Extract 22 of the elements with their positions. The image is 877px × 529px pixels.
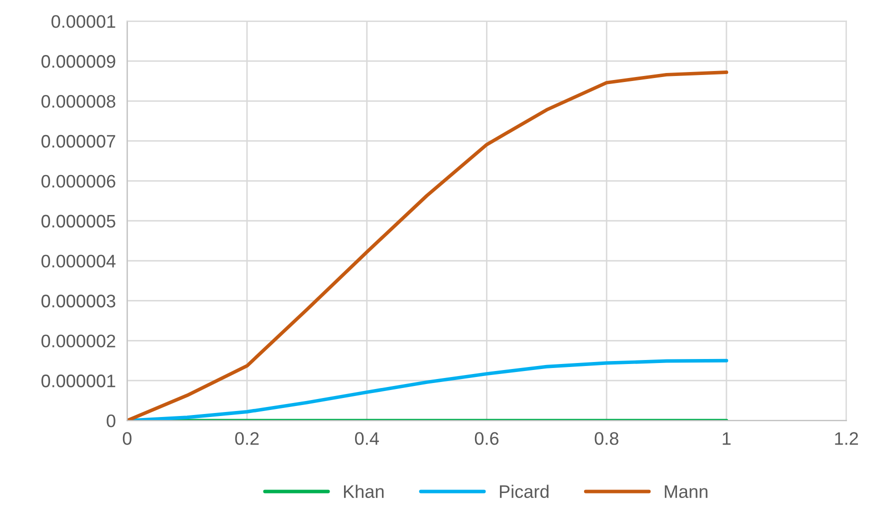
x-tick-label: 0.8 — [594, 432, 618, 445]
x-tick-label: 0.4 — [355, 432, 379, 445]
y-tick-label: 0.000007 — [41, 134, 116, 148]
y-tick-label: 0.000002 — [41, 334, 116, 348]
y-tick-label: 0.000008 — [41, 94, 116, 108]
y-tick-label: 0.000009 — [41, 55, 116, 68]
y-tick-label: 0.000006 — [41, 174, 116, 188]
y-tick-label: 0.000001 — [41, 374, 116, 388]
y-tick-label: 0 — [106, 414, 116, 428]
x-tick-label: 0.2 — [235, 432, 259, 445]
legend-label: Mann — [664, 485, 708, 498]
legend-label: Khan — [344, 484, 384, 498]
y-tick-label: 0.000003 — [41, 294, 116, 308]
x-tick-label: 0.6 — [474, 432, 498, 445]
y-tick-label: 0.000004 — [41, 254, 116, 268]
x-tick-label: 1.2 — [835, 432, 858, 445]
y-tick-label: 0.000005 — [41, 214, 116, 228]
line-series — [127, 70, 728, 421]
legend-label: Picard — [500, 484, 548, 498]
x-tick-label: 0 — [122, 432, 132, 445]
y-tick-label: 0.00001 — [52, 15, 116, 28]
x-tick-label: 1 — [722, 432, 731, 445]
